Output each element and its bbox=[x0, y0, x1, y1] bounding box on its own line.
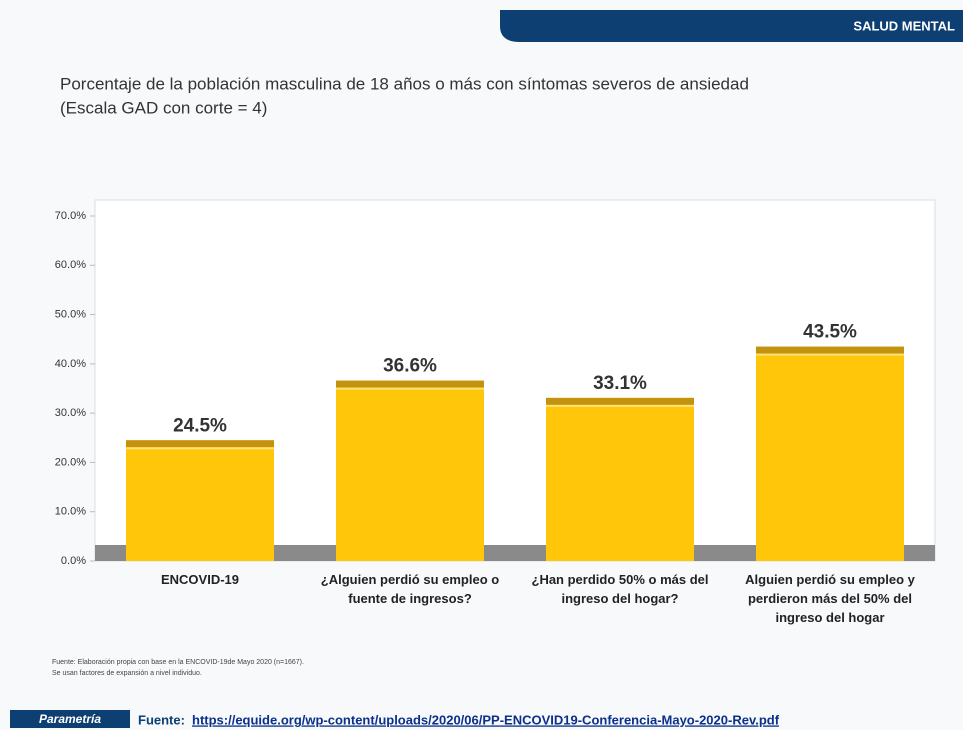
bar-highlight bbox=[546, 404, 694, 407]
y-tick-label: 30.0% bbox=[55, 407, 86, 419]
base-stripe bbox=[95, 545, 935, 561]
x-tick-label: ¿Han perdido 50% o más del ingreso del h… bbox=[531, 572, 709, 606]
logo-box bbox=[10, 710, 130, 728]
bar-highlight bbox=[336, 387, 484, 390]
value-label: 24.5% bbox=[173, 415, 227, 436]
footnote: Fuente: Elaboración propia con base en l… bbox=[52, 659, 304, 666]
x-tick-label: ¿Alguien perdió su empleo o fuente de in… bbox=[320, 572, 500, 606]
y-tick-label: 20.0% bbox=[55, 456, 86, 468]
value-label: 43.5% bbox=[803, 322, 857, 343]
bar bbox=[756, 346, 904, 561]
x-tick-label: Alguien perdió su empleo y perdieron más… bbox=[745, 572, 915, 625]
bar bbox=[546, 397, 694, 561]
bar-cap bbox=[546, 397, 694, 405]
x-tick-label: ENCOVID-19 bbox=[160, 572, 240, 587]
logo: Parametría bbox=[39, 712, 101, 726]
y-tick-label: 40.0% bbox=[55, 358, 86, 370]
y-tick-label: 0.0% bbox=[61, 555, 86, 567]
y-tick-label: 10.0% bbox=[55, 506, 86, 518]
header: SALUD MENTAL bbox=[853, 18, 955, 33]
source-label: Fuente: bbox=[138, 712, 185, 727]
source-link[interactable]: https://equide.org/wp-content/uploads/20… bbox=[192, 712, 780, 727]
value-label: 33.1% bbox=[593, 373, 647, 394]
value-label: 36.6% bbox=[383, 356, 437, 377]
y-tick-label: 60.0% bbox=[55, 259, 86, 271]
bar bbox=[336, 380, 484, 561]
footnote: Se usan factores de expansión a nivel in… bbox=[52, 670, 202, 677]
bar-cap bbox=[336, 380, 484, 388]
y-tick-label: 70.0% bbox=[55, 210, 86, 222]
chart-title: Porcentaje de la población masculina de … bbox=[60, 74, 749, 93]
bar-highlight bbox=[756, 353, 904, 356]
y-tick-label: 50.0% bbox=[55, 308, 86, 320]
chart-subtitle: (Escala GAD con corte = 4) bbox=[60, 98, 267, 117]
bar bbox=[126, 440, 274, 561]
bar-cap bbox=[126, 440, 274, 448]
header-band bbox=[500, 10, 963, 42]
bar-cap bbox=[756, 346, 904, 354]
bar-highlight bbox=[126, 447, 274, 450]
